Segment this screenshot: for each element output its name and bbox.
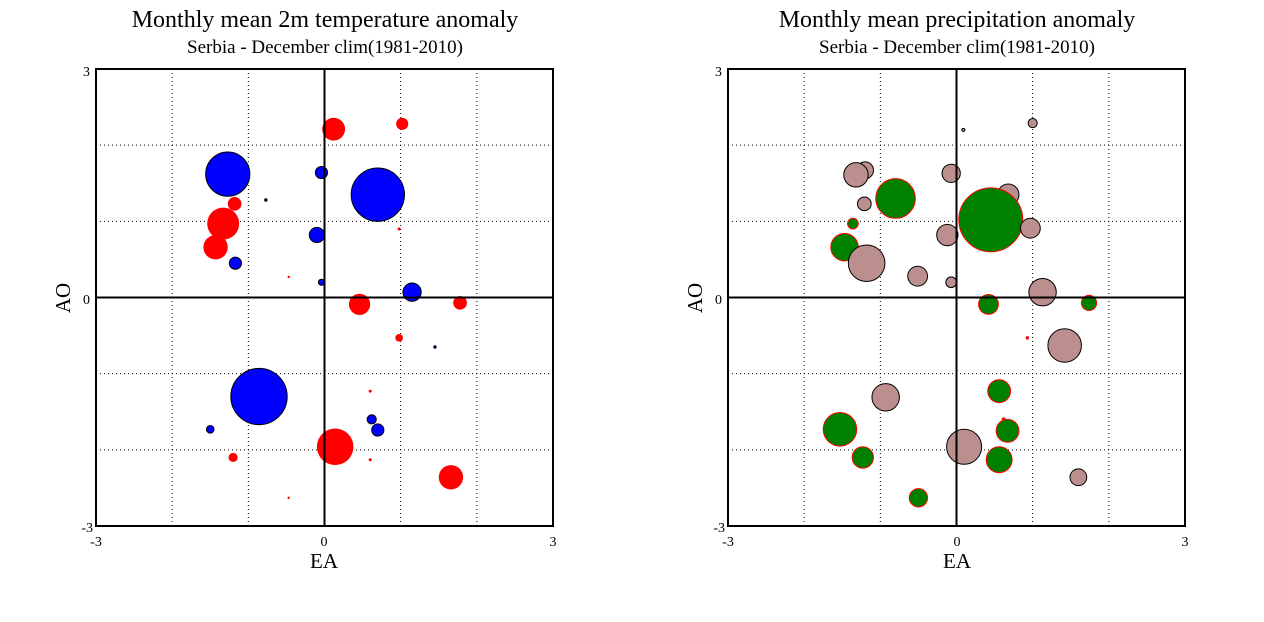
data-bubble xyxy=(856,196,872,212)
x-tick-label: 3 xyxy=(1182,535,1189,550)
x-tick-label: -3 xyxy=(722,535,734,550)
data-bubble xyxy=(843,162,869,188)
data-bubble xyxy=(875,178,916,219)
data-bubble xyxy=(368,389,372,393)
data-bubble xyxy=(397,227,401,231)
data-bubble xyxy=(396,117,409,130)
data-bubble xyxy=(1027,118,1038,129)
data-bubble xyxy=(207,207,240,240)
data-bubble xyxy=(316,428,354,466)
plot-frame xyxy=(727,68,1186,527)
plot-frame xyxy=(95,68,554,527)
data-bubble xyxy=(822,412,858,447)
data-bubble xyxy=(941,163,961,183)
data-bubble xyxy=(402,282,422,302)
data-bubble xyxy=(847,217,859,230)
temperature-panel: Monthly mean 2m temperature anomaly Serb… xyxy=(51,7,557,573)
data-bubble xyxy=(287,496,290,500)
x-axis-label: EA xyxy=(943,549,972,573)
data-bubble xyxy=(1069,468,1088,487)
data-bubble xyxy=(908,488,929,508)
data-bubble xyxy=(958,187,1024,253)
data-bubble xyxy=(1047,328,1082,363)
data-bubble xyxy=(322,117,346,141)
y-axis-label: AO xyxy=(683,283,707,313)
x-axis-label: EA xyxy=(310,549,339,573)
data-bubble xyxy=(1025,336,1030,340)
data-bubble xyxy=(946,428,983,465)
chart-title: Monthly mean 2m temperature anomaly xyxy=(132,7,519,33)
data-bubble xyxy=(308,226,325,244)
data-bubble xyxy=(961,127,966,132)
y-tick-label: 3 xyxy=(83,65,90,80)
data-bubble xyxy=(205,424,215,434)
data-bubble xyxy=(1019,217,1041,239)
y-tick-label: 0 xyxy=(83,293,90,308)
data-bubble xyxy=(366,414,377,425)
data-bubble xyxy=(228,452,238,463)
data-bubble xyxy=(228,256,242,270)
y-tick-label: -3 xyxy=(81,521,93,536)
data-bubble xyxy=(433,345,437,349)
y-tick-label: 0 xyxy=(715,293,722,308)
data-bubble xyxy=(350,167,405,222)
y-tick-label: 3 xyxy=(715,65,722,80)
data-bubble xyxy=(987,379,1012,404)
x-tick-label: 3 xyxy=(550,535,557,550)
data-bubble xyxy=(995,418,1020,443)
data-bubble xyxy=(945,276,958,289)
data-bubble xyxy=(227,196,242,211)
chart-subtitle: Serbia - December clim(1981-2010) xyxy=(819,37,1095,58)
data-bubble xyxy=(978,293,999,315)
chart-title: Monthly mean precipitation anomaly xyxy=(779,7,1136,33)
data-bubble xyxy=(907,265,929,287)
data-bubble xyxy=(264,198,268,202)
data-bubble xyxy=(203,235,228,260)
data-bubble xyxy=(348,293,371,316)
data-bubble xyxy=(371,423,385,437)
chart-subtitle: Serbia - December clim(1981-2010) xyxy=(187,37,463,58)
bubbles xyxy=(203,117,467,500)
data-bubble xyxy=(851,446,874,469)
data-bubble xyxy=(438,465,464,490)
x-tick-label: 0 xyxy=(321,535,328,550)
data-bubble xyxy=(453,295,467,310)
data-bubble xyxy=(1028,277,1057,307)
data-bubble xyxy=(368,458,372,462)
data-bubble xyxy=(985,446,1013,474)
x-tick-label: -3 xyxy=(90,535,102,550)
bubbles xyxy=(822,118,1098,508)
x-tick-label: 0 xyxy=(954,535,961,550)
data-bubble xyxy=(847,244,886,283)
data-bubble xyxy=(936,223,959,247)
y-tick-label: -3 xyxy=(713,521,725,536)
data-bubble xyxy=(205,151,251,197)
data-bubble xyxy=(1080,294,1098,311)
data-bubble xyxy=(395,334,403,342)
data-bubble xyxy=(314,165,329,180)
data-bubble xyxy=(230,367,288,426)
data-bubble xyxy=(287,275,290,279)
data-bubble xyxy=(871,383,900,412)
y-axis-label: AO xyxy=(51,283,75,313)
precipitation-panel: Monthly mean precipitation anomaly Serbi… xyxy=(683,7,1189,573)
